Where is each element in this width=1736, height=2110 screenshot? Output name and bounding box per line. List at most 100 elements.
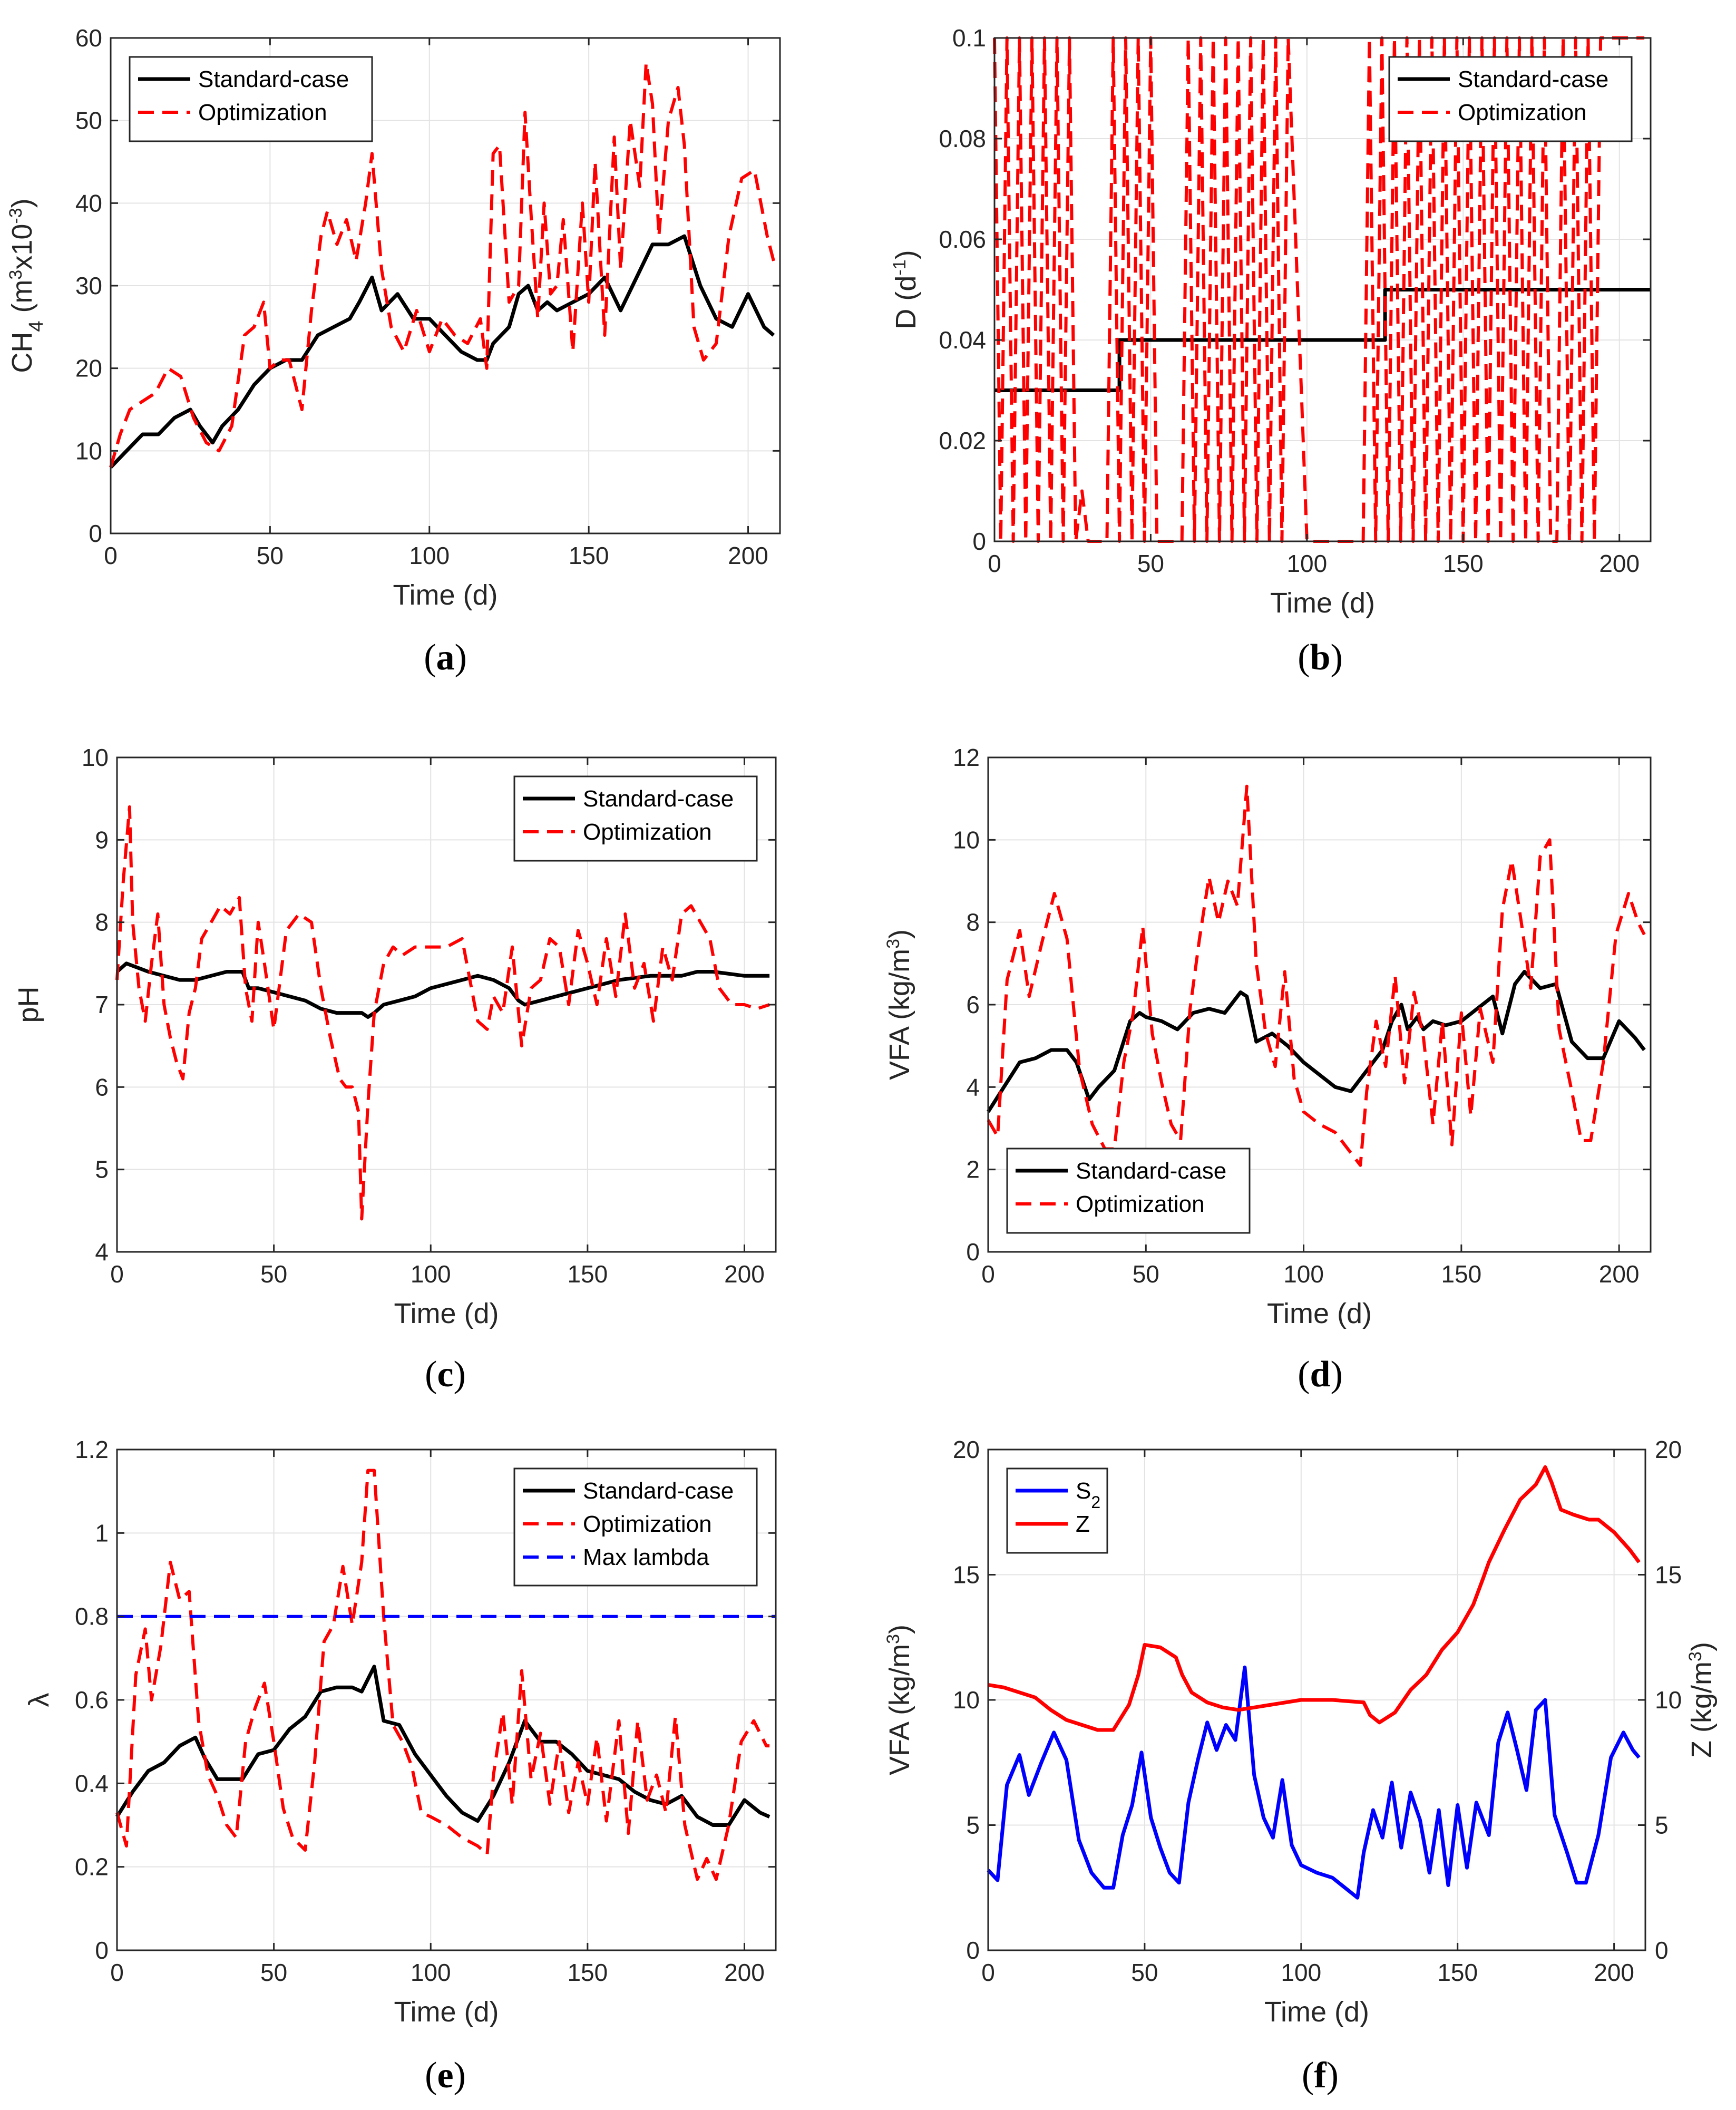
x-tick-label: 100 xyxy=(1283,1260,1324,1288)
legend-box xyxy=(129,56,373,142)
x-tick-label: 50 xyxy=(1131,1959,1158,1986)
y-right-tick-label: 5 xyxy=(1655,1812,1669,1839)
legend: Standard-case Optimization xyxy=(1388,56,1633,142)
y-right-tick-label: 20 xyxy=(1655,1436,1682,1463)
y-tick-label: 1.2 xyxy=(75,1436,109,1463)
legend-label: Optimization xyxy=(583,1511,712,1537)
y-tick-label: 20 xyxy=(75,355,102,382)
legend-label: Optimization xyxy=(1076,1191,1205,1217)
legend-label: Optimization xyxy=(583,819,712,845)
x-axis-label: Time (d) xyxy=(1267,1298,1372,1329)
y-tick-label: 5 xyxy=(966,1812,980,1839)
legend-label: Z xyxy=(1076,1511,1090,1537)
y-axis-label: VFA (kg/m3) xyxy=(883,929,915,1080)
legend-box xyxy=(1006,1148,1251,1234)
legend-label: Max lambda xyxy=(583,1544,709,1570)
y-tick-label: 0 xyxy=(95,1937,109,1964)
y-tick-label: 0 xyxy=(966,1937,980,1964)
x-tick-label: 100 xyxy=(411,1260,451,1288)
y-tick-label: 0 xyxy=(972,528,986,555)
legend: S2Z xyxy=(1006,1467,1108,1554)
y-axis-label: λ xyxy=(23,1693,55,1707)
legend-box xyxy=(1006,1467,1108,1554)
panel-caption: (d) xyxy=(1298,1354,1343,1395)
y-tick-label: 50 xyxy=(75,107,102,134)
x-tick-label: 150 xyxy=(1437,1959,1478,1986)
legend-label: Standard-case xyxy=(1076,1158,1226,1184)
y-tick-label: 8 xyxy=(966,909,980,936)
y-tick-label: 10 xyxy=(82,744,109,771)
panel-caption: (a) xyxy=(424,637,467,678)
x-tick-label: 200 xyxy=(724,1260,765,1288)
x-tick-label: 0 xyxy=(981,1260,995,1288)
y-tick-label: 0.2 xyxy=(75,1853,109,1881)
panel-caption: (f) xyxy=(1302,2055,1339,2096)
x-tick-label: 50 xyxy=(260,1959,287,1986)
x-tick-label: 200 xyxy=(1594,1959,1634,1986)
chart-panel-e: 0 50 100 150 200 0 0.2 0.4 0.6 0.8 1 1.2 Time (d) λ St… xyxy=(23,1436,777,2096)
x-tick-label: 150 xyxy=(567,1959,608,1986)
x-tick-label: 200 xyxy=(728,542,768,569)
legend: Standard-case Optimization xyxy=(513,775,758,862)
chart-panel-b: 0 50 100 150 200 0 0.02 0.04 0.06 0.08 0.1 Time (d)… xyxy=(890,24,1652,678)
x-tick-label: 50 xyxy=(1137,550,1164,577)
legend-label: Standard-case xyxy=(583,786,734,812)
y-tick-label: 9 xyxy=(95,826,109,853)
y-tick-label: 0.08 xyxy=(939,125,986,152)
x-tick-label: 150 xyxy=(1441,1260,1481,1288)
legend-label: Standard-case xyxy=(198,66,349,92)
x-axis-label: Time (d) xyxy=(394,1298,499,1329)
y-axis-label: CH4 (m3x10-3) xyxy=(6,198,47,373)
y-tick-label: 1 xyxy=(95,1519,109,1547)
x-tick-label: 100 xyxy=(1281,1959,1321,1986)
x-tick-label: 0 xyxy=(104,542,118,569)
y-tick-label: 2 xyxy=(966,1156,980,1183)
axes-box xyxy=(993,37,1652,542)
x-tick-label: 150 xyxy=(567,1260,608,1288)
x-axis-label: Time (d) xyxy=(1264,1996,1369,2028)
series-line-standard-case xyxy=(987,970,1646,1113)
legend: Standard-case Optimization xyxy=(1006,1148,1251,1234)
chart-panel-c: 0 50 100 150 200 4 5 6 7 8 9 10 Time (d) pH Standard-c… xyxy=(13,744,777,1395)
series-line-standard-case xyxy=(109,234,775,469)
y-tick-label: 0.6 xyxy=(75,1686,109,1714)
y-tick-label: 0.1 xyxy=(952,24,986,52)
y-axis-label: VFA (kg/m3) xyxy=(883,1625,915,1775)
y-tick-label: 20 xyxy=(953,1436,980,1463)
panel-caption: (c) xyxy=(425,1354,466,1395)
x-tick-label: 200 xyxy=(724,1959,765,1986)
series-line-optimization xyxy=(993,36,1645,543)
y-tick-label: 4 xyxy=(95,1238,109,1266)
legend-label: Optimization xyxy=(198,100,327,125)
x-tick-label: 200 xyxy=(1599,550,1640,577)
series-line-z xyxy=(988,1465,1641,1732)
x-tick-label: 100 xyxy=(411,1959,451,1986)
series-line-standard-case xyxy=(115,961,770,1019)
y-tick-label: 7 xyxy=(95,991,109,1018)
legend-box xyxy=(513,775,758,862)
y-right-tick-label: 15 xyxy=(1655,1561,1682,1589)
y-tick-label: 0.04 xyxy=(939,326,986,354)
y-tick-label: 15 xyxy=(953,1561,980,1589)
x-tick-label: 100 xyxy=(1286,550,1327,577)
y-tick-label: 12 xyxy=(953,744,980,771)
y-tick-label: 10 xyxy=(953,826,980,853)
series-line-standard-case xyxy=(115,1665,771,1827)
legend-label: S2 xyxy=(1076,1478,1100,1512)
y-tick-label: 4 xyxy=(966,1073,980,1101)
y-tick-label: 0 xyxy=(89,520,102,547)
y-tick-label: 0.06 xyxy=(939,226,986,253)
y-axis-label: pH xyxy=(13,986,44,1023)
y-tick-label: 6 xyxy=(966,991,980,1018)
panel-caption: (e) xyxy=(425,2055,466,2096)
y-tick-label: 10 xyxy=(75,437,102,464)
series-line-optimization xyxy=(109,61,775,468)
x-tick-label: 0 xyxy=(110,1260,124,1288)
x-tick-label: 50 xyxy=(1133,1260,1159,1288)
legend-box xyxy=(1388,56,1633,142)
y-axis-label: D (d-1) xyxy=(890,250,922,329)
y-right-tick-label: 0 xyxy=(1655,1937,1669,1964)
y-tick-label: 10 xyxy=(953,1686,980,1714)
legend-box xyxy=(513,1467,758,1587)
